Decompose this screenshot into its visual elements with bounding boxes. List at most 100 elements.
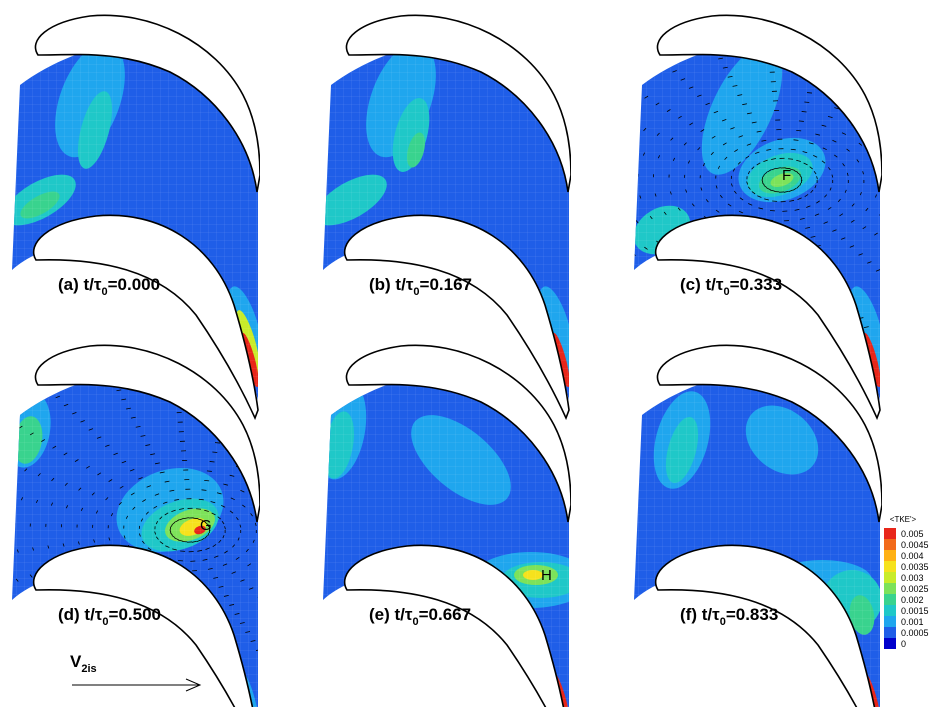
velocity-arrow xyxy=(856,159,860,163)
velocity-arrow xyxy=(647,45,653,49)
velocity-arrow xyxy=(165,545,170,548)
velocity-arrow xyxy=(831,174,834,178)
velocity-arrow xyxy=(756,162,761,166)
velocity-arrow xyxy=(715,185,718,189)
velocity-arrow xyxy=(705,102,710,106)
velocity-arrow xyxy=(107,646,113,649)
velocity-arrow xyxy=(91,492,95,496)
legend-tick-label: 0.0045 xyxy=(901,540,929,550)
velocity-arrow xyxy=(179,517,185,521)
velocity-arrow xyxy=(822,147,827,151)
velocity-arrow xyxy=(620,259,623,261)
velocity-arrow xyxy=(600,69,603,71)
velocity-arrow xyxy=(52,596,56,600)
velocity-arrow xyxy=(294,589,297,591)
velocity-arrow xyxy=(732,168,736,172)
panel-label: (d) t/τ0=0.500 xyxy=(58,605,161,628)
velocity-arrow xyxy=(260,475,264,477)
velocity-arrow xyxy=(130,416,136,419)
velocity-arrow xyxy=(222,535,225,539)
velocity-arrow xyxy=(921,226,923,229)
velocity-arrow xyxy=(875,194,877,198)
velocity-arrow xyxy=(272,677,277,678)
legend-swatch xyxy=(884,583,896,594)
velocity-arrow xyxy=(907,222,909,225)
velocity-arrow xyxy=(802,151,808,154)
velocity-arrow xyxy=(682,323,688,326)
velocity-arrow xyxy=(16,615,20,619)
velocity-arrow xyxy=(229,604,235,606)
velocity-arrow xyxy=(896,125,899,127)
velocity-arrow xyxy=(97,472,102,476)
velocity-arrow xyxy=(41,439,45,442)
velocity-arrow xyxy=(55,395,61,399)
velocity-arrow xyxy=(932,265,935,267)
velocity-arrow xyxy=(218,585,224,588)
velocity-arrow xyxy=(172,548,177,551)
velocity-arrow xyxy=(291,481,294,483)
velocity-arrow xyxy=(589,109,592,112)
velocity-arrow xyxy=(766,187,771,191)
velocity-arrow xyxy=(235,517,239,521)
velocity-arrow xyxy=(96,664,101,667)
velocity-arrow xyxy=(761,182,765,186)
velocity-arrow xyxy=(201,520,207,523)
velocity-arrow xyxy=(235,556,240,560)
velocity-arrow xyxy=(664,62,669,65)
velocity-arrow xyxy=(216,492,222,495)
velocity-arrow xyxy=(260,554,262,557)
velocity-arrow xyxy=(713,110,719,114)
legend-swatch xyxy=(884,539,896,550)
velocity-arrow xyxy=(145,444,151,446)
velocity-arrow xyxy=(936,204,937,207)
velocity-arrow xyxy=(162,501,168,504)
velocity-arrow xyxy=(271,577,274,579)
velocity-arrow xyxy=(63,403,69,407)
velocity-arrow xyxy=(245,548,249,553)
velocity-arrow xyxy=(754,151,760,154)
velocity-arrow xyxy=(28,609,32,613)
velocity-arrow xyxy=(327,422,331,424)
velocity-arrow xyxy=(198,498,204,501)
velocity-arrow xyxy=(223,483,228,486)
velocity-arrow xyxy=(942,136,944,139)
velocity-arrow xyxy=(793,139,799,141)
velocity-arrow xyxy=(837,198,841,203)
velocity-arrow xyxy=(174,499,180,501)
velocity-arrow xyxy=(317,430,321,432)
velocity-arrow xyxy=(212,451,218,453)
velocity-arrow xyxy=(352,622,355,624)
velocity-arrow xyxy=(204,535,208,539)
velocity-arrow xyxy=(257,595,258,598)
velocity-arrow xyxy=(35,499,39,504)
velocity-arrow xyxy=(809,166,813,170)
velocity-arrow xyxy=(209,461,215,463)
velocity-arrow xyxy=(135,425,141,428)
velocity-arrow xyxy=(146,485,151,488)
velocity-arrow xyxy=(141,540,145,544)
velocity-arrow xyxy=(789,199,795,202)
velocity-arrow xyxy=(902,293,906,295)
velocity-arrow xyxy=(140,518,144,522)
velocity-arrow xyxy=(841,132,847,135)
velocity-arrow xyxy=(816,200,820,204)
velocity-arrow xyxy=(730,183,733,187)
velocity-arrow xyxy=(85,465,90,469)
velocity-arrow xyxy=(284,620,288,622)
velocity-arrow xyxy=(597,272,600,274)
velocity-arrow xyxy=(672,70,677,73)
velocity-arrow xyxy=(747,203,753,206)
legend-swatch xyxy=(884,572,896,583)
velocity-arrow xyxy=(733,190,737,194)
velocity-arrow xyxy=(798,120,804,122)
legend-title: <TKE'> xyxy=(890,515,917,524)
velocity-arrow xyxy=(317,602,320,604)
velocity-arrow xyxy=(267,493,270,495)
velocity-arrow xyxy=(562,99,565,102)
velocity-arrow xyxy=(77,541,80,545)
velocity-arrow xyxy=(215,442,221,444)
velocity-arrow xyxy=(268,542,269,545)
velocity-arrow xyxy=(788,189,794,192)
velocity-arrow xyxy=(742,103,748,106)
velocity-arrow xyxy=(938,57,942,59)
